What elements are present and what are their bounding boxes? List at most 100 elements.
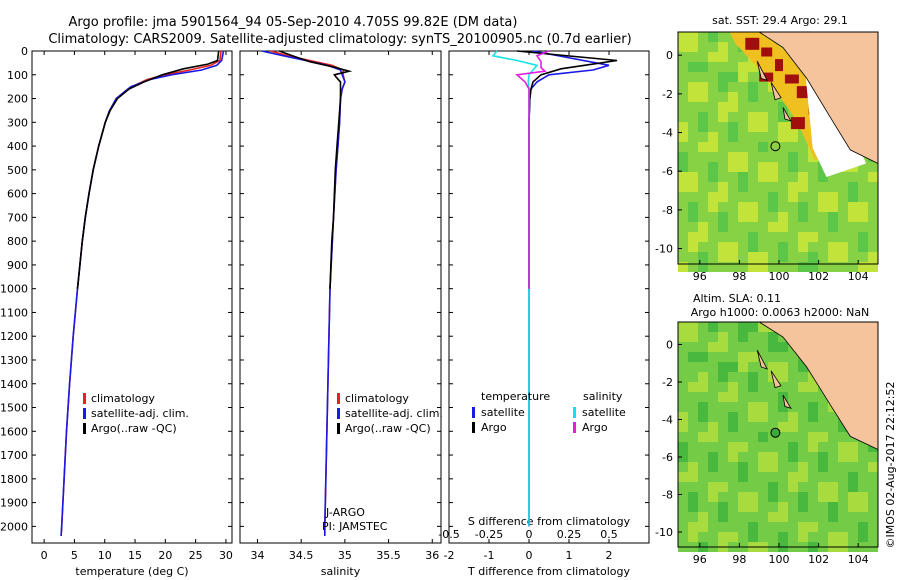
map_sla-ytick-label: -4 — [662, 414, 673, 427]
map_sst-ytick-label: -8 — [662, 204, 673, 217]
map_sla-grid-cell — [698, 472, 708, 482]
temperature-xtick-label: 20 — [158, 549, 172, 562]
map_sla-grid-cell — [828, 442, 838, 452]
map_sst-hot-cell — [790, 117, 805, 130]
map_sst-grid-cell — [708, 212, 718, 222]
salinity-xtick-label: 34.5 — [289, 549, 314, 562]
temperature-legend-swatch — [83, 393, 86, 404]
map_sla-grid-cell — [778, 482, 788, 492]
map_sla-grid-cell — [718, 382, 728, 392]
temperature-xtick-label: 15 — [128, 549, 142, 562]
map_sst-grid-cell — [718, 102, 728, 112]
map_sst-grid-cell — [708, 192, 718, 202]
map_sla-grid-cell — [778, 442, 788, 452]
map_sla-grid-cell — [848, 442, 858, 452]
map_sla-grid-cell — [708, 432, 718, 442]
map_sla-grid-cell — [748, 482, 758, 492]
map_sla-island — [756, 349, 768, 370]
map_sla-grid-cell — [748, 322, 758, 332]
map_sla-ytick-label: -6 — [662, 451, 673, 464]
map_sst-grid-cell — [798, 182, 808, 192]
map_sla-grid-cell — [698, 382, 708, 392]
map_sst-grid-cell — [698, 52, 708, 62]
map_sst-grid-cell — [848, 242, 858, 252]
map_sst-grid-cell — [868, 242, 878, 252]
map_sla-grid-cell — [698, 372, 708, 382]
temperature-legend-label: Argo(..raw -QC) — [91, 422, 177, 435]
map_sla-grid-cell — [758, 412, 768, 422]
map_sla-grid-cell — [678, 452, 688, 462]
map_sst-grid-cell — [838, 252, 848, 262]
map_sst-grid-cell — [718, 142, 728, 152]
map_sla-grid-cell — [838, 432, 848, 442]
map_sla-grid-cell — [698, 462, 708, 472]
map_sla-grid-cell — [728, 512, 738, 522]
map_sla-grid-cell — [738, 422, 748, 432]
map_sla-grid-cell — [728, 382, 738, 392]
map_sst-grid-cell — [778, 172, 788, 182]
map_sst-grid-cell — [768, 162, 778, 172]
map_sla-grid-cell — [808, 432, 818, 442]
map_sla-grid-cell — [738, 462, 748, 472]
map_sla-grid-cell — [838, 532, 848, 542]
map_sst-grid-cell — [728, 102, 738, 112]
map_sla-grid-cell — [678, 412, 688, 422]
map_sla-grid-cell — [838, 442, 848, 452]
map_sst-hot-cell — [761, 47, 773, 57]
map_sst-grid-cell — [778, 122, 788, 132]
map_sla-grid-cell — [798, 512, 808, 522]
map_sla-grid-cell — [838, 472, 848, 482]
map_sla-xtick-label: 100 — [768, 553, 789, 566]
map_sst-grid-cell — [788, 242, 798, 252]
diff-legend-label: Argo — [582, 421, 608, 434]
map_sst-grid-cell — [698, 72, 708, 82]
map_sla-grid-cell — [858, 522, 868, 532]
map_sst-grid-cell — [728, 142, 738, 152]
map_sla-grid-cell — [858, 532, 868, 542]
map_sst-grid-cell — [718, 212, 728, 222]
map_sla-grid-cell — [808, 392, 818, 402]
map_sst-grid-cell — [728, 222, 738, 232]
map_sla-grid-cell — [738, 512, 748, 522]
map_sla-grid-cell — [678, 502, 688, 512]
map_sla-grid-cell — [838, 452, 848, 462]
map_sla-grid-cell — [758, 492, 768, 502]
map_sst-grid-cell — [688, 192, 698, 202]
map_sst-grid-cell — [728, 232, 738, 242]
map_sst-ytick-label: -4 — [662, 127, 673, 140]
map_sla-grid-cell — [698, 352, 708, 362]
map_sst-grid-cell — [688, 142, 698, 152]
map_sst-grid-cell — [688, 62, 698, 72]
map_sst-grid-cell — [708, 92, 718, 102]
map_sst-grid-cell — [778, 192, 788, 202]
map_sla-grid-cell — [828, 472, 838, 482]
map_sla-grid-cell — [708, 502, 718, 512]
map_sla-grid-cell — [798, 532, 808, 542]
map_sst-xtick-label: 98 — [732, 270, 746, 283]
map_sla-grid-cell — [868, 502, 878, 512]
map_sla-grid-cell — [768, 342, 778, 352]
map_sla-grid-cell — [678, 362, 688, 372]
watermark: ©IMOS 02-Aug-2017 22:12:52 — [884, 382, 897, 549]
map_sst-grid-cell — [808, 192, 818, 202]
map_sla-grid-cell — [758, 392, 768, 402]
map_sla-grid-cell — [708, 532, 718, 542]
map_sst-grid-cell — [728, 242, 738, 252]
map_sla-grid-cell — [798, 442, 808, 452]
map_sst-grid-cell — [688, 132, 698, 142]
map_sst-grid-cell — [758, 202, 768, 212]
map_sst-grid-cell — [748, 152, 758, 162]
map_sst-grid-cell — [698, 172, 708, 182]
map_sla-grid-cell — [858, 462, 868, 472]
map_sst-grid-cell — [808, 162, 818, 172]
temperature-ytick-label: 1200 — [0, 330, 28, 343]
map_sst-grid-cell — [848, 252, 858, 262]
map_sla-grid-cell — [698, 362, 708, 372]
map_sst-grid-cell — [748, 162, 758, 172]
map_sst-grid-cell — [818, 222, 828, 232]
map_sla-grid-cell — [798, 522, 808, 532]
map_sst-grid-cell — [678, 262, 688, 272]
map_sla-grid-cell — [778, 402, 788, 412]
temperature-ytick-label: 100 — [7, 69, 28, 82]
